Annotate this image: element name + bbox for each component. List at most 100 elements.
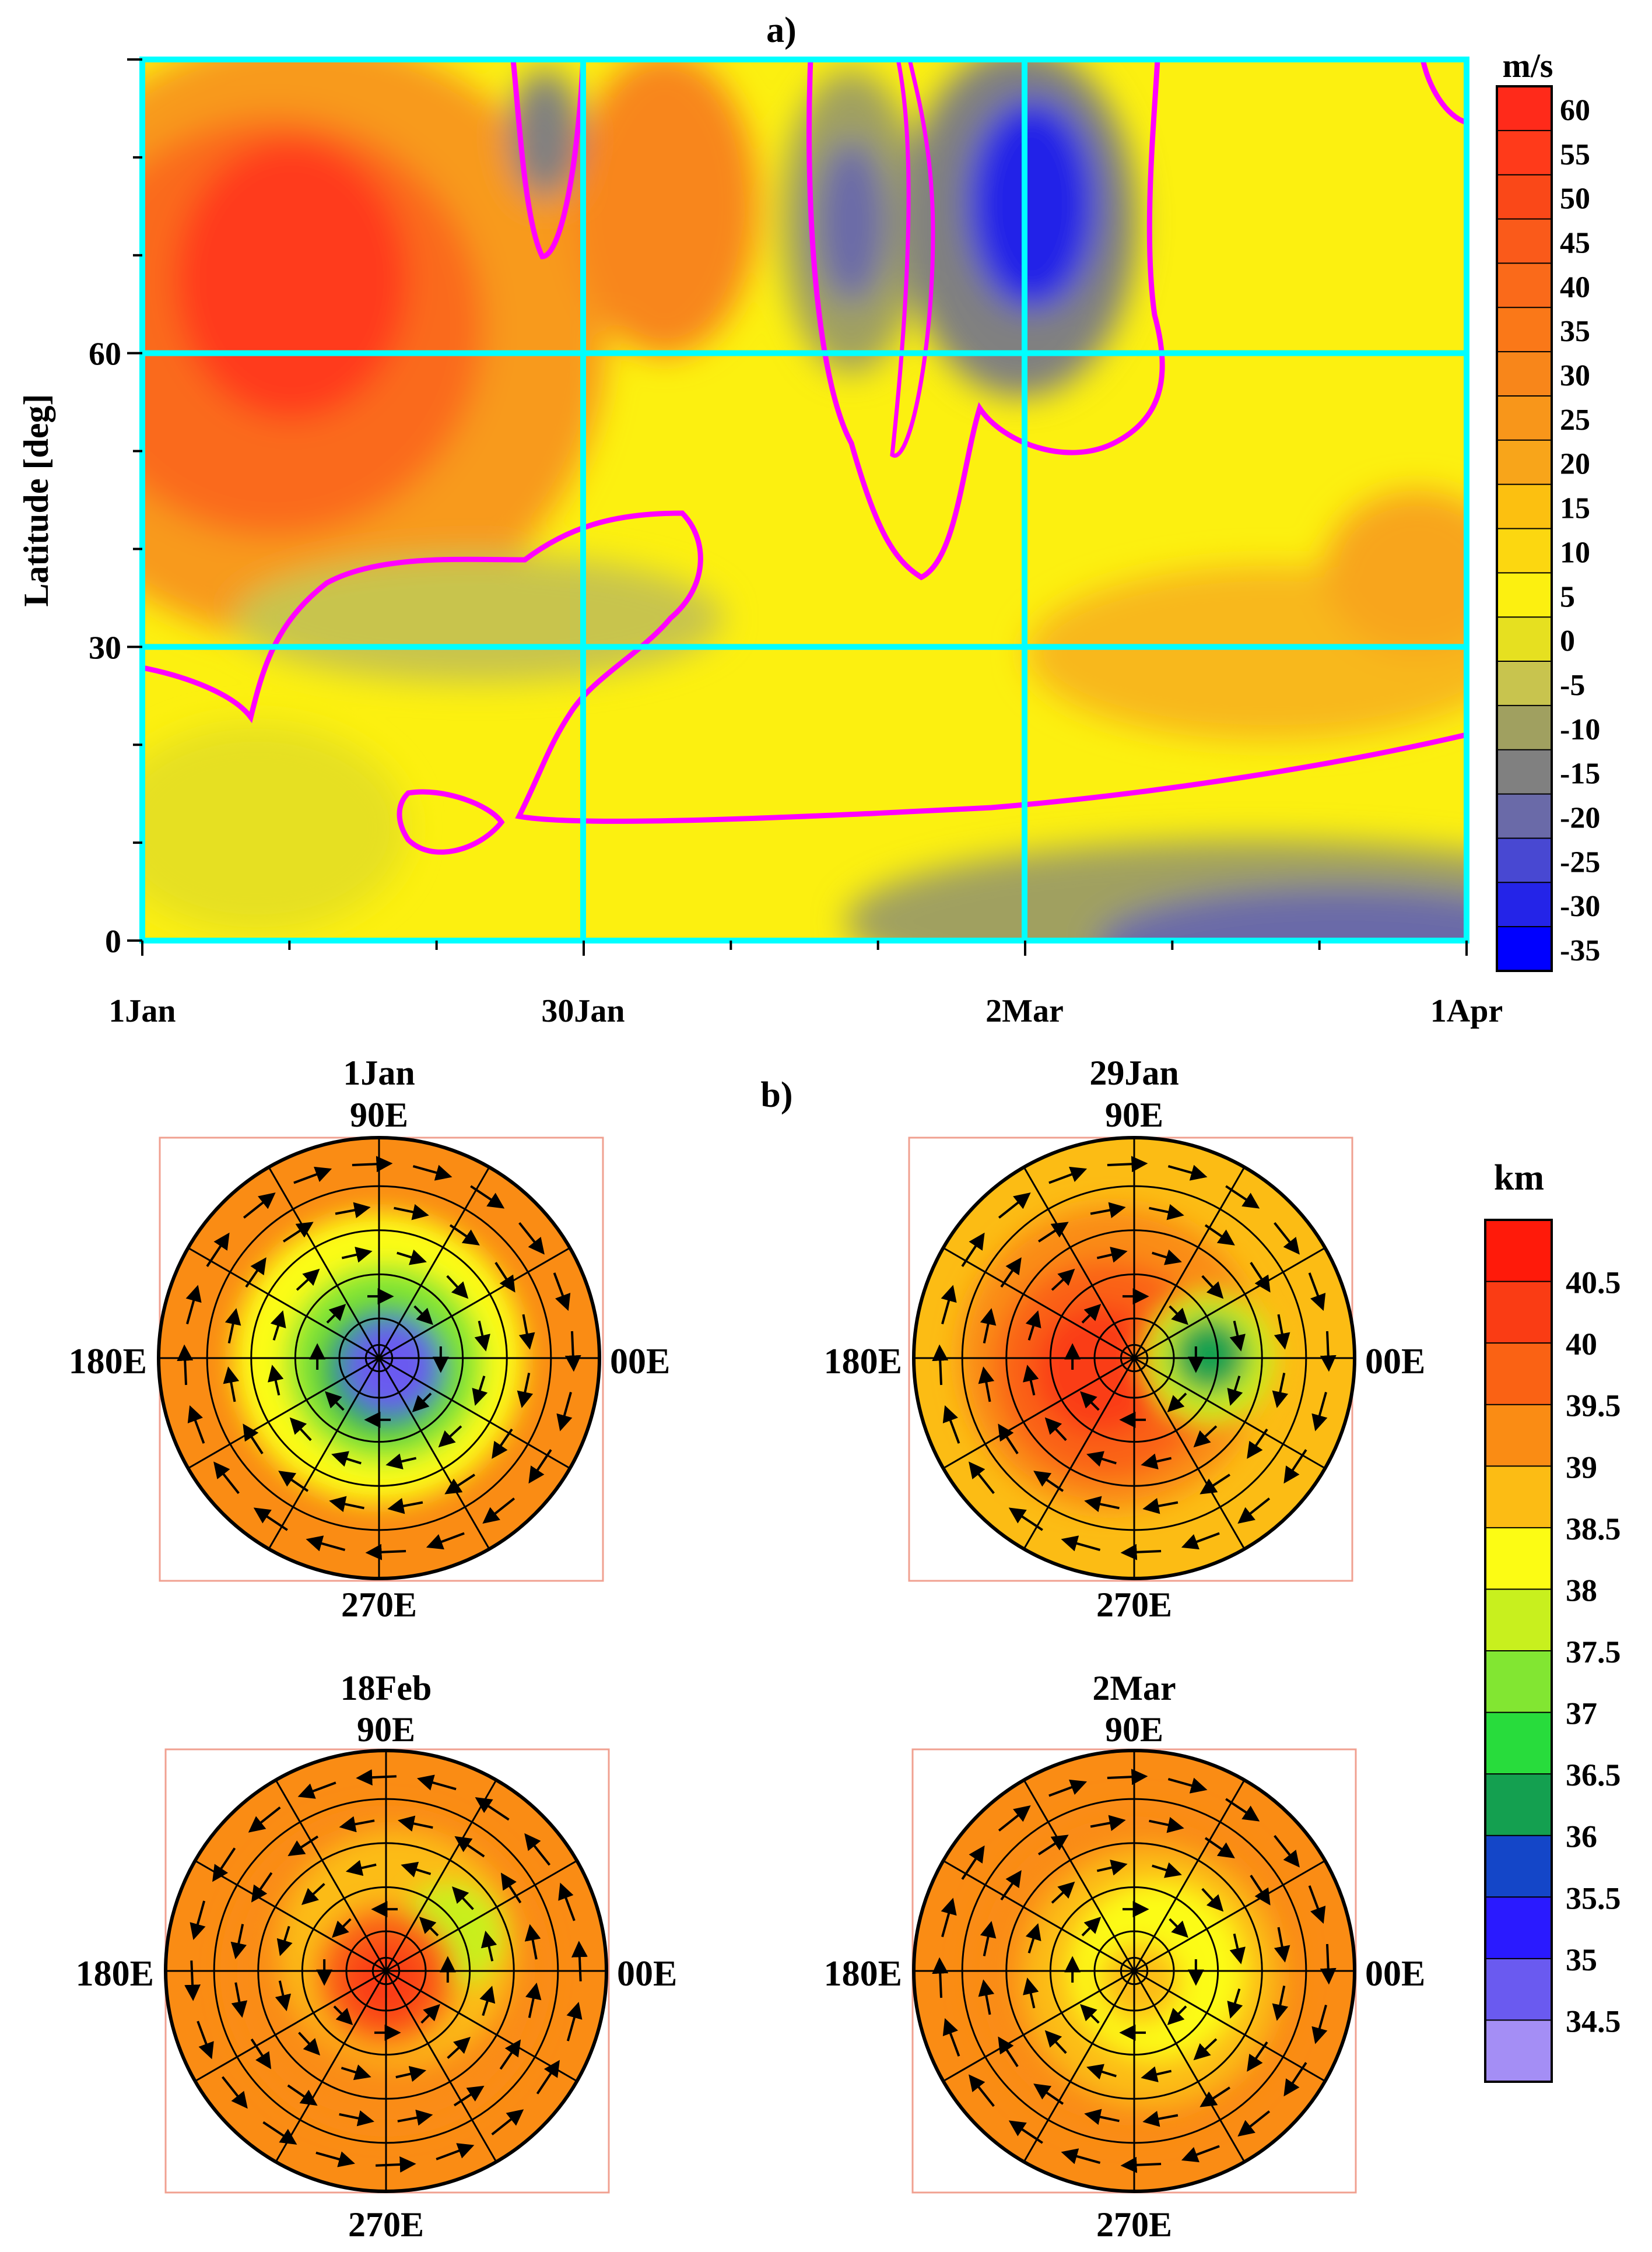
panel-b: b) 1Jan 90E 180E 00E 270E 29Jan 90E 180E 00E 270E…: [69, 1054, 1621, 2244]
wind-arrow: [298, 2032, 321, 2056]
wind-arrow: [187, 1405, 205, 1444]
wind-arrow: [417, 1774, 457, 1791]
wind-arrow: [556, 1391, 573, 1432]
wind-arrow: [1167, 1164, 1208, 1181]
wind-arrow: [394, 1204, 429, 1220]
wind-vectors: [932, 1156, 1337, 1560]
polar-rim: [164, 1749, 608, 2193]
wind-arrow: [1227, 1376, 1243, 1406]
wind-arrow: [1283, 2062, 1307, 2097]
wind-arrow: [185, 1285, 202, 1325]
cbar-a-label: 45: [1560, 226, 1590, 259]
cbar-a-label: -10: [1560, 713, 1600, 746]
wind-arrow: [1086, 2064, 1117, 2080]
wind-arrow: [335, 1202, 371, 1219]
wind-arrow: [1272, 1986, 1289, 2021]
wind-arrow: [525, 1983, 542, 2018]
field-blob-midlat-easterly: [233, 554, 723, 682]
colorbar-b-swatches: [1484, 1219, 1553, 2083]
wind-arrow: [482, 1497, 515, 1524]
wind-arrow: [1311, 1391, 1328, 1432]
wind-arrow: [301, 1883, 325, 1906]
field-blob-spring-westerly-core: [1324, 490, 1467, 653]
wind-arrow: [942, 2018, 960, 2057]
colorbar-a-labels: 605550454035302520151050-5-10-15-20-25-3…: [1560, 94, 1600, 967]
x-tick-label-1Jan: 1Jan: [108, 993, 176, 1029]
meridian-line: [385, 1860, 578, 1972]
polar-label-right: 00E: [1365, 1954, 1425, 1994]
wind-arrow: [451, 1886, 474, 1910]
wind-arrow: [212, 1847, 236, 1882]
wind-arrow: [332, 1918, 352, 1938]
wind-arrow: [1107, 1769, 1148, 1786]
wind-arrow: [1023, 1977, 1039, 2009]
wind-arrow: [376, 2156, 416, 2173]
wind-arrow: [1044, 2030, 1067, 2054]
panel-a: a): [17, 10, 1600, 1029]
cbar-b-label: 39.5: [1566, 1388, 1621, 1423]
wind-arrow: [352, 1156, 393, 1173]
polar-map-29Jan: 29Jan 90E 180E 00E 270E: [824, 1054, 1426, 1624]
field-blob-easterly-mid-feb-core: [816, 140, 886, 303]
wind-arrow: [475, 1797, 510, 1821]
cbar-b-label: 37.5: [1566, 1634, 1621, 1669]
cbar-a-swatch: [1497, 352, 1552, 397]
wind-arrow: [553, 1272, 571, 1311]
cbar-a-label: -25: [1560, 846, 1600, 879]
cbar-a-swatch: [1497, 484, 1552, 529]
cbar-a-swatch: [1497, 661, 1552, 706]
wind-arrow: [1250, 1262, 1271, 1293]
cbar-b-label: 40.5: [1566, 1265, 1621, 1300]
wind-arrow: [1193, 2038, 1218, 2061]
polar-label-bottom: 270E: [348, 2205, 424, 2244]
cbar-a-swatch: [1497, 395, 1552, 441]
wind-arrow: [571, 1941, 588, 1981]
wind-arrow: [243, 1192, 276, 1219]
wind-arrow: [1033, 1471, 1064, 1492]
wind-arrow: [1274, 1927, 1290, 1963]
wind-arrow: [221, 2076, 248, 2109]
wind-arrow: [998, 1192, 1031, 1219]
meridian-line: [1023, 1357, 1135, 1550]
wind-arrow: [474, 1320, 490, 1352]
polar-label-left: 180E: [824, 1954, 902, 1994]
wind-arrow: [1311, 2004, 1328, 2044]
wind-arrow: [397, 2109, 433, 2126]
wind-arrow: [1120, 1544, 1162, 1560]
wind-arrow: [1141, 1453, 1172, 1469]
meridian-line: [187, 1357, 380, 1469]
polar-field-blob: [1035, 1306, 1163, 1434]
polar-rim: [912, 1749, 1356, 2193]
wind-arrow: [1167, 1392, 1187, 1412]
wind-arrow: [1237, 1497, 1271, 1524]
wind-arrow: [1096, 1860, 1128, 1876]
wind-arrow: [453, 2085, 485, 2107]
wind-arrow: [1274, 1314, 1290, 1350]
cbar-b-swatch: [1485, 1712, 1552, 1774]
wind-arrow: [1308, 1885, 1326, 1924]
wind-arrow: [1081, 1917, 1102, 1937]
meridian-line: [1023, 1779, 1135, 1972]
wind-arrow: [1023, 1364, 1039, 1396]
polar-label-top: 90E: [1105, 1710, 1163, 1749]
wind-arrow: [1107, 1156, 1148, 1173]
meridian-line: [187, 1247, 380, 1359]
wind-arrow: [436, 2143, 475, 2160]
panel-b-label: b): [760, 1075, 792, 1115]
wind-arrow: [1033, 2083, 1064, 2105]
wind-arrow: [413, 1305, 433, 1325]
wind-arrow: [339, 2110, 374, 2127]
cbar-a-label: -5: [1560, 669, 1585, 702]
wind-arrow: [1169, 1918, 1188, 1938]
cbar-a-label: 25: [1560, 404, 1590, 437]
wind-arrow: [1086, 1451, 1117, 1467]
cbar-b-label: 40: [1566, 1327, 1597, 1362]
cbar-a-label: 10: [1560, 536, 1590, 569]
wind-arrow: [969, 2074, 995, 2107]
cbar-b-label: 37: [1566, 1696, 1597, 1731]
wind-arrow: [1008, 2120, 1043, 2144]
wind-arrow: [1142, 2110, 1179, 2127]
wind-vectors: [177, 1156, 581, 1560]
wind-arrow: [1247, 1428, 1268, 1459]
